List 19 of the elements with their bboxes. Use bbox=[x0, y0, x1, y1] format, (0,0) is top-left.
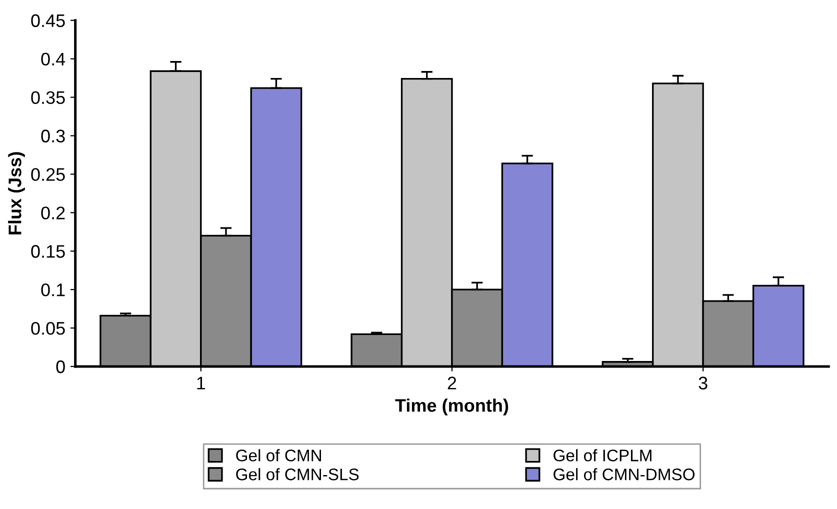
y-tick-label: 0.35 bbox=[31, 91, 65, 104]
x-tick-label: 1 bbox=[197, 376, 206, 390]
legend-label: Gel of CMN-SLS bbox=[236, 468, 359, 480]
y-tick-label: 0.45 bbox=[31, 14, 65, 28]
legend-label: Gel of CMN-DMSO bbox=[554, 468, 695, 480]
x-tick-label: 2 bbox=[448, 376, 456, 390]
y-tick-label: 0.05 bbox=[31, 322, 65, 335]
y-tick-label: 0.15 bbox=[31, 245, 65, 258]
x-tick-label: 3 bbox=[698, 376, 708, 390]
legend-label: Gel of ICPLM bbox=[554, 449, 652, 462]
x-axis-title: Time (month) bbox=[395, 398, 508, 416]
y-tick-label: 0.25 bbox=[31, 168, 65, 181]
y-tick-label: 0.4 bbox=[41, 52, 66, 66]
y-tick-label: 0.3 bbox=[41, 130, 65, 142]
y-tick-label: 0.2 bbox=[41, 206, 65, 220]
legend-label: Gel of CMN bbox=[236, 449, 321, 462]
y-tick-label: 0 bbox=[56, 360, 65, 374]
y-axis-title: Flux (Jss) bbox=[8, 152, 25, 234]
y-tick-label: 0.1 bbox=[41, 284, 65, 296]
